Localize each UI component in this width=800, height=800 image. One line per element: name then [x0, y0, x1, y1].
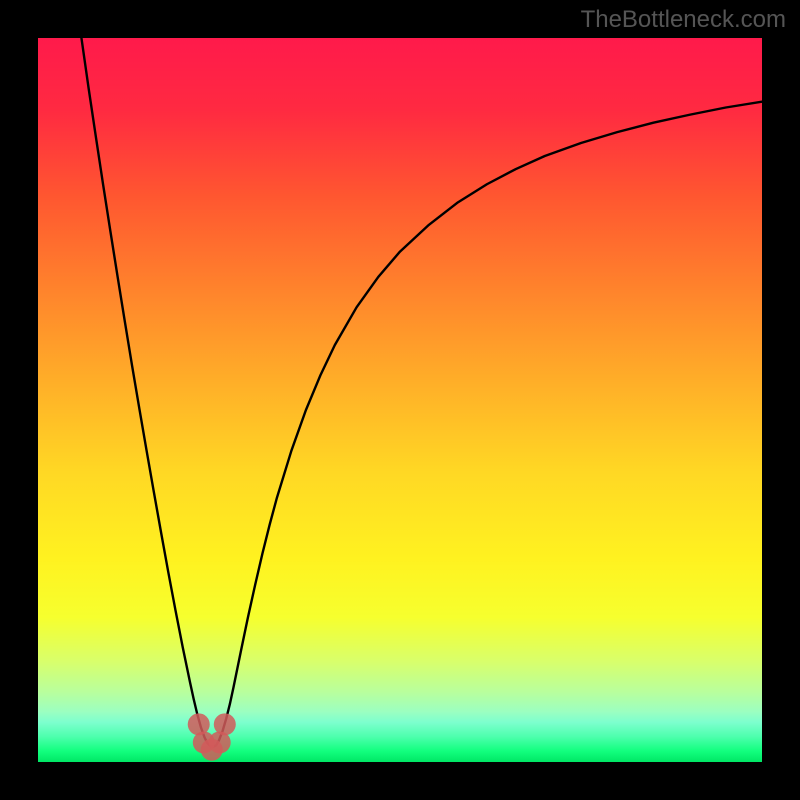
bottleneck-curve-chart	[38, 38, 762, 762]
plot-area	[38, 38, 762, 762]
chart-frame: TheBottleneck.com	[0, 0, 800, 800]
chart-background-gradient	[38, 38, 762, 762]
watermark-text: TheBottleneck.com	[581, 6, 786, 34]
sweet-spot-marker	[214, 713, 236, 735]
